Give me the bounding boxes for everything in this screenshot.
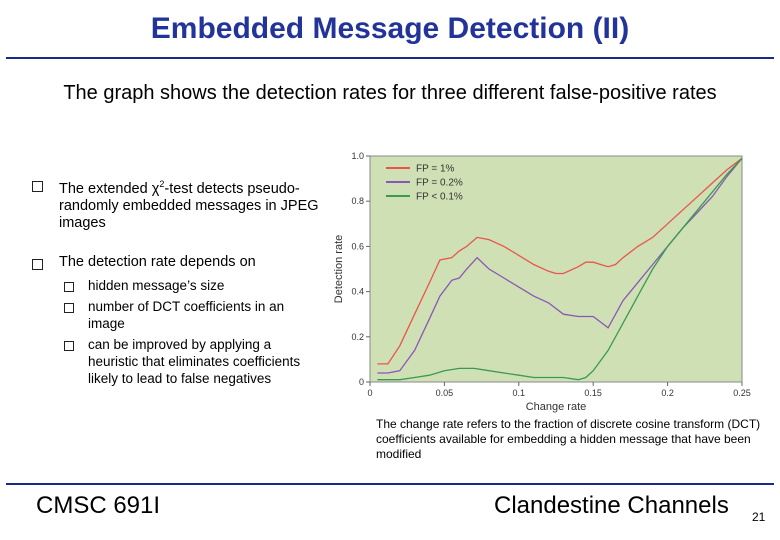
bullet-chi-suffix: -test detects pseudo-randomly embedded m… xyxy=(59,180,319,231)
y-tick-label: 0 xyxy=(359,377,364,387)
bullet-chi-prefix: The extended xyxy=(59,180,152,197)
x-tick-label: 0.05 xyxy=(436,388,454,398)
bullet-chi-symbol: χ xyxy=(151,180,160,197)
x-tick-label: 0.25 xyxy=(733,388,751,398)
sub-bullet-dct: number of DCT coefficients in an image xyxy=(88,299,285,331)
legend-label: FP = 1% xyxy=(416,164,455,175)
y-tick-label: 0.4 xyxy=(351,287,364,297)
y-tick-label: 0.2 xyxy=(351,332,364,342)
x-tick-label: 0.2 xyxy=(661,388,674,398)
bullet-detection-rate: The detection rate depends on xyxy=(59,254,256,270)
intro-text: The graph shows the detection rates for … xyxy=(63,82,717,104)
sub-bullet-heuristic: can be improved by applying a heuristic … xyxy=(88,337,301,386)
bullet-chi-superscript: 2 xyxy=(159,179,165,189)
bullet-chi-test: The extended χ2-test detects pseudo-rand… xyxy=(59,176,319,232)
series-line-3 xyxy=(377,157,743,381)
page-number: 21 xyxy=(752,510,766,524)
x-axis-label: Change rate xyxy=(526,401,587,413)
sub-bullet-box-icon xyxy=(64,303,74,313)
sub-bullet-box-icon xyxy=(64,341,74,351)
legend-label: FP < 0.1% xyxy=(416,192,463,203)
course-code: CMSC 691I xyxy=(36,492,161,519)
series-line-1 xyxy=(377,157,743,365)
course-title: Clandestine Channels xyxy=(494,492,729,519)
bullet-box-icon xyxy=(32,181,43,192)
y-tick-label: 1.0 xyxy=(351,151,364,161)
detection-rate-chart: 0 0.2 0.4 0.6 0.8 1.0 0 0.05 0.1 0.15 0.2 0.25 Chang… xyxy=(333,151,751,413)
x-tick-label: 0 xyxy=(367,388,372,398)
title-divider xyxy=(6,57,774,59)
y-axis-label: Detection rate xyxy=(333,235,345,303)
slide-title: Embedded Message Detection (II) xyxy=(150,12,630,45)
legend-label: FP = 0.2% xyxy=(416,178,463,189)
plot-area xyxy=(369,155,743,383)
footer-divider xyxy=(6,483,774,485)
x-tick-label: 0.15 xyxy=(584,388,602,398)
y-tick-label: 0.6 xyxy=(351,241,364,251)
sub-bullet-box-icon xyxy=(64,282,74,292)
x-tick-label: 0.1 xyxy=(513,388,526,398)
chart-caption: The change rate refers to the fraction o… xyxy=(376,417,761,461)
sub-bullet-size: hidden message’s size xyxy=(88,278,225,293)
y-tick-label: 0.8 xyxy=(351,196,364,206)
bullet-box-icon xyxy=(32,259,43,270)
